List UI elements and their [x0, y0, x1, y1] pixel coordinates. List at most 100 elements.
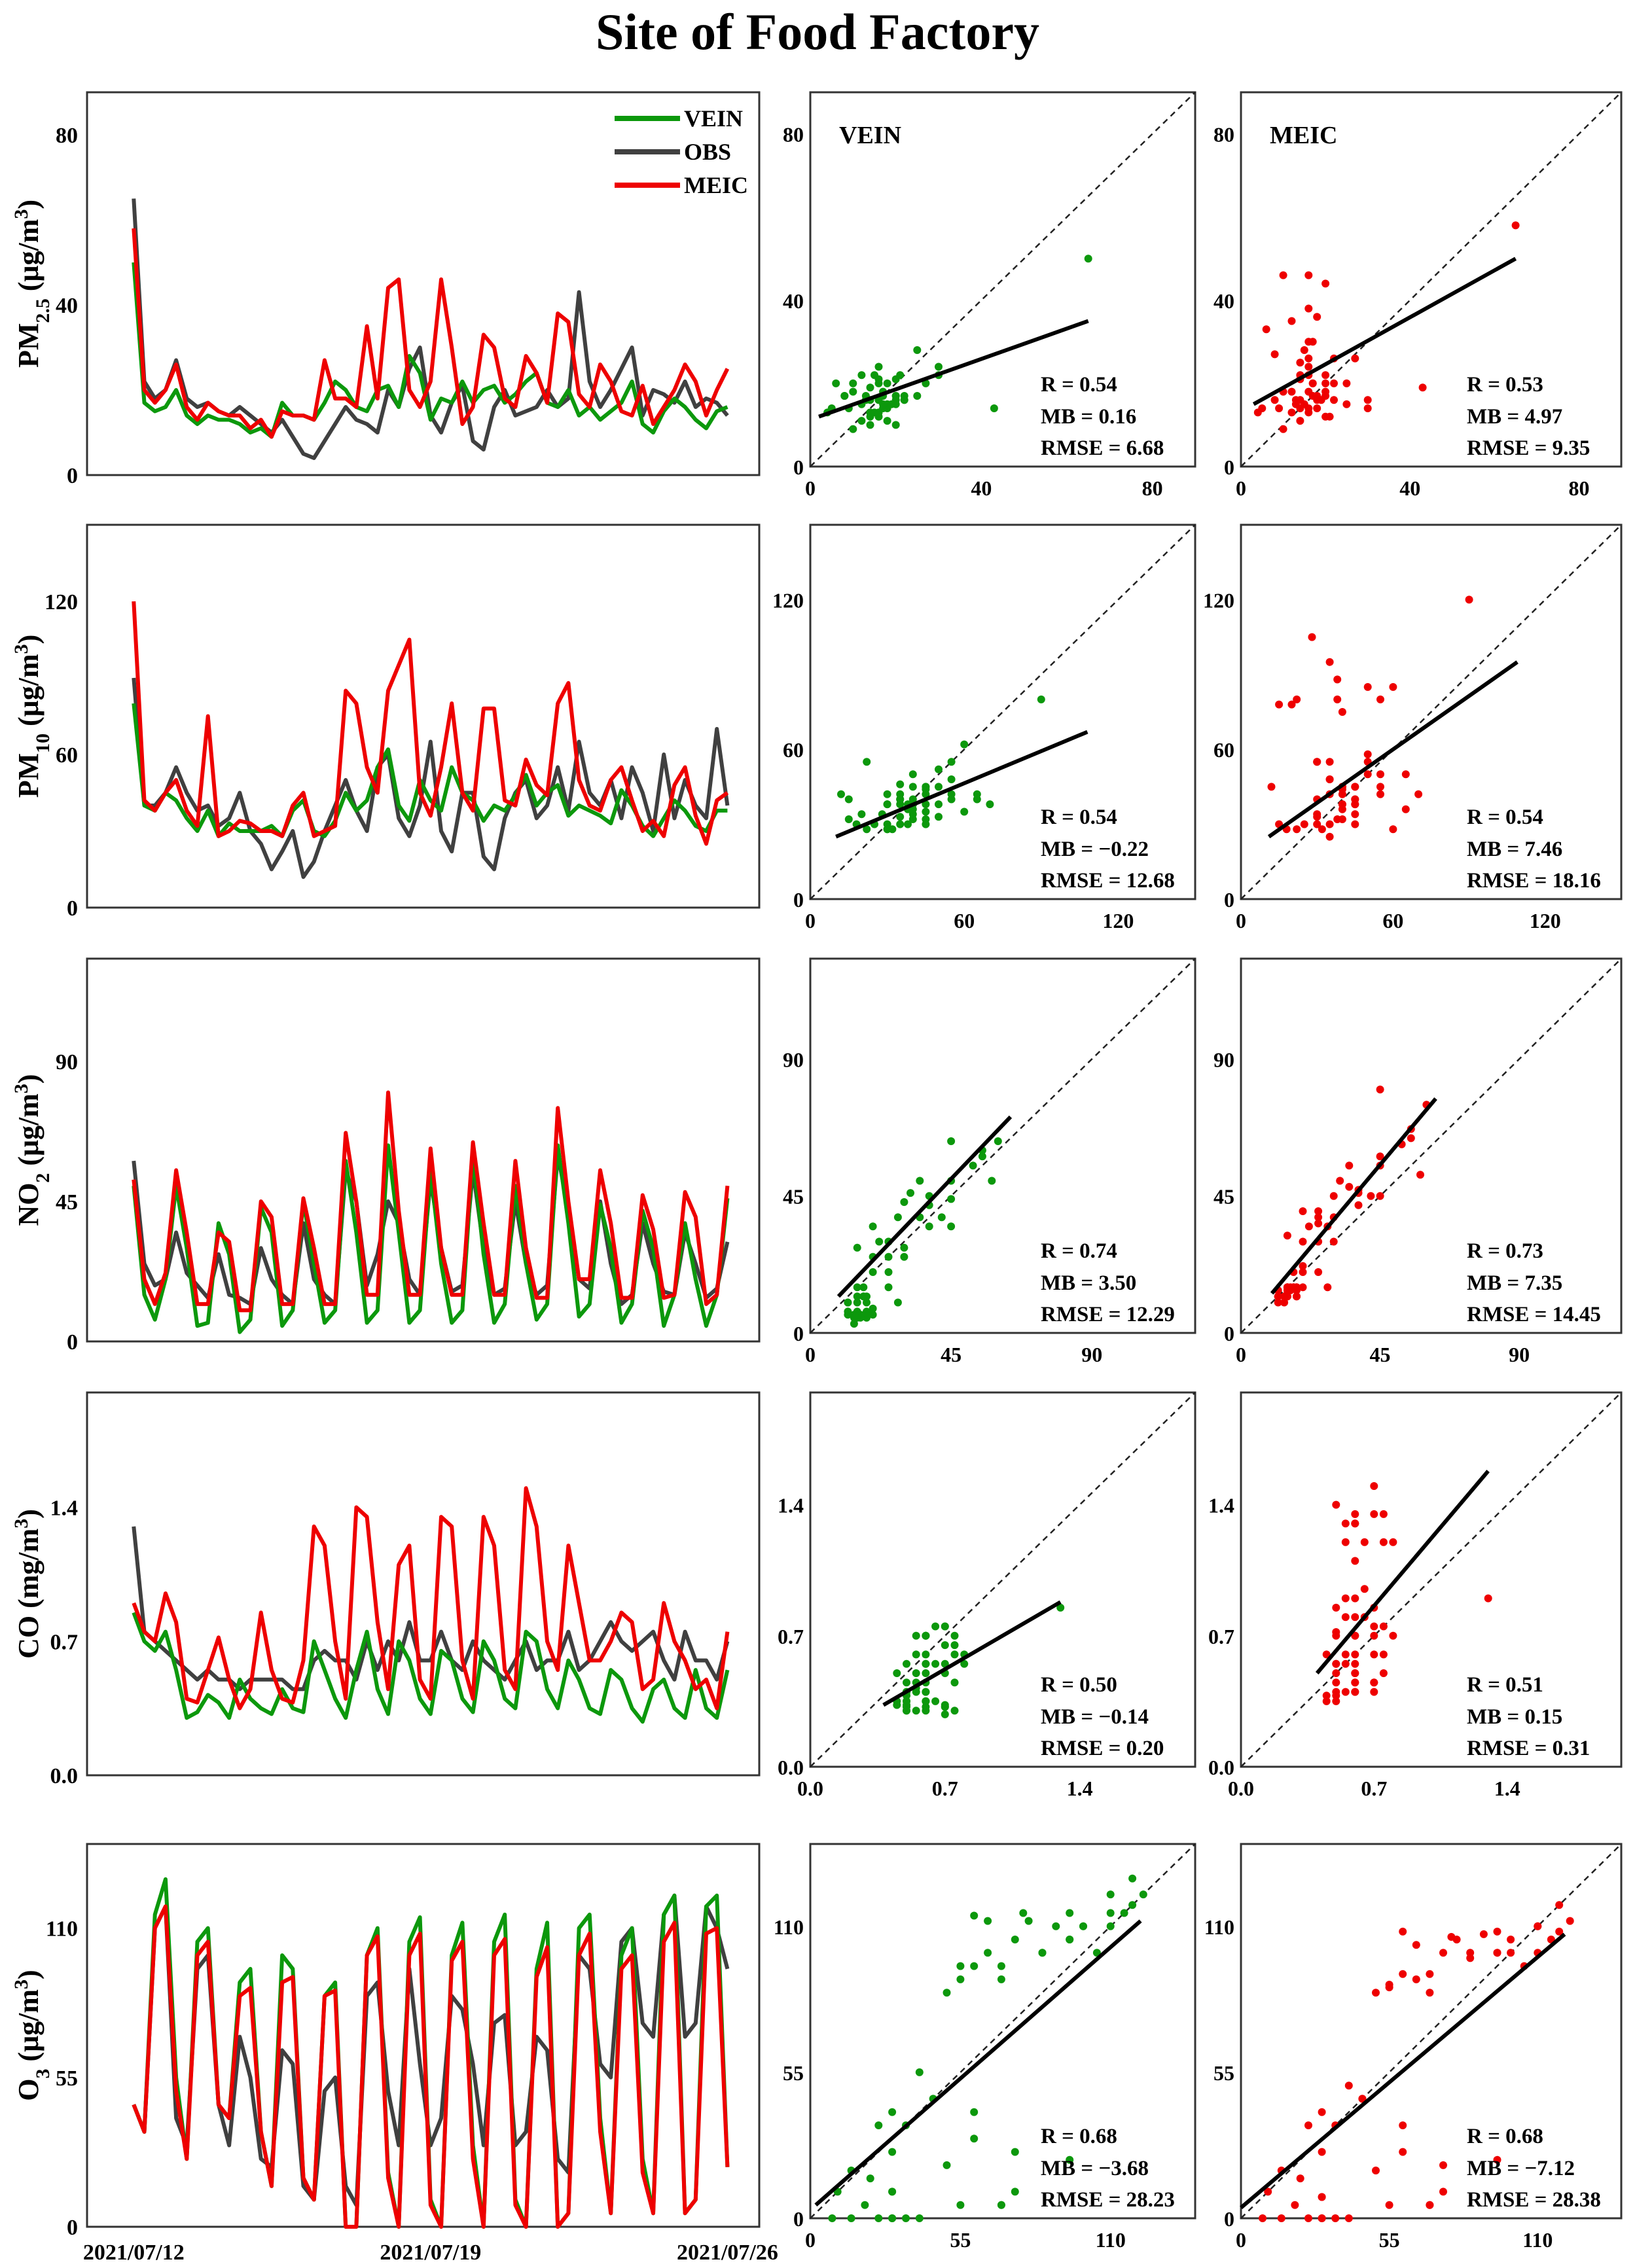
scatter-point: [1341, 1650, 1350, 1659]
x-tick-label: 45: [1370, 1343, 1391, 1366]
scatter-point: [1322, 1692, 1331, 1700]
scatter-point: [903, 1678, 910, 1687]
scatter-point: [1321, 379, 1330, 387]
scatter-point: [1379, 1650, 1388, 1659]
scatter-panel-meic: MEIC R = 0.53 MB = 4.97 RMSE = 9.35 00 40 40 80…: [1213, 91, 1623, 500]
scatter-point: [941, 1622, 949, 1631]
stat-text: RMSE = 0.20: [1041, 1737, 1164, 1760]
scatter-point: [869, 1311, 877, 1319]
y-tick-label: 0: [67, 1330, 78, 1355]
scatter-frame: [1240, 523, 1623, 900]
scatter-point: [997, 1975, 1005, 1983]
scatter-point: [1275, 700, 1284, 709]
y-label-superscript: 3: [10, 1519, 32, 1529]
scatter-point: [883, 800, 891, 809]
scatter-point: [1280, 1298, 1289, 1307]
scatter-point: [1401, 770, 1410, 779]
scatter-point: [1426, 1970, 1434, 1978]
scatter-point: [943, 1989, 951, 1997]
scatter-point: [1325, 775, 1334, 783]
scatter-point: [879, 400, 888, 408]
scatter-point: [1011, 2188, 1019, 2196]
y-tick-label: 80: [783, 123, 804, 147]
scatter-point: [1128, 1901, 1137, 1909]
scatter-point: [997, 1962, 1005, 1970]
y-label-unit: (mg/m: [12, 1529, 45, 1616]
scatter-point: [866, 412, 874, 421]
scatter-point: [922, 1688, 930, 1696]
scatter-point: [1296, 417, 1304, 425]
series-line-meic: [132, 1090, 730, 1313]
scatter-point: [883, 417, 891, 425]
scatter-point: [1385, 1983, 1393, 1992]
scatter-point: [1372, 1989, 1380, 1997]
scatter-panel-meic: R = 0.51 MB = 0.15 RMSE = 0.31 0.00.0 0.7 0.7…: [1208, 1391, 1623, 1800]
y-axis-label: NO2 (μg/m3): [10, 1074, 54, 1226]
y-label-unit: (μg/m: [12, 1093, 45, 1173]
y-tick-label: 80: [56, 124, 78, 148]
scatter-point: [925, 1222, 933, 1231]
one-to-one-dashed-line: [810, 524, 1196, 900]
scatter-point: [1379, 1622, 1388, 1631]
scatter-point: [856, 1313, 865, 1322]
y-tick-label: 40: [1213, 289, 1234, 313]
scatter-point: [850, 1320, 858, 1328]
scatter-point: [935, 813, 943, 821]
scatter-point: [896, 780, 905, 788]
scatter-frame: [1240, 957, 1623, 1334]
scatter-point: [1325, 832, 1334, 841]
scatter-point: [1351, 783, 1359, 791]
y-label-unit: (μg/m: [12, 1989, 45, 2068]
scatter-point: [1351, 795, 1359, 804]
scatter-point: [866, 421, 874, 429]
regression-line: [818, 319, 1089, 419]
scatter-point: [1341, 1594, 1350, 1603]
timeseries-frame: [86, 523, 761, 909]
scatter-panel-meic: R = 0.54 MB = 7.46 RMSE = 18.16 00 60 60 120 12…: [1203, 523, 1623, 932]
scatter-point: [1493, 2155, 1501, 2164]
scatter-point: [1314, 1213, 1323, 1222]
scatter-point: [1341, 1613, 1350, 1621]
scatter-point: [1363, 682, 1372, 691]
y-tick-label: 55: [56, 2066, 78, 2091]
scatter-point: [840, 392, 849, 400]
scatter-panel-vein: R = 0.50 MB = −0.14 RMSE = 0.20 0.00.0 0.7 0.…: [778, 1391, 1196, 1800]
scatter-point: [863, 758, 871, 766]
scatter-point: [874, 363, 883, 371]
scatter-point: [1296, 396, 1304, 404]
scatter-point: [931, 1697, 940, 1705]
scatter-point: [950, 1641, 959, 1650]
scatter-point: [931, 1659, 940, 1668]
scatter-point: [1351, 1594, 1359, 1603]
y-tick-label: 120: [1203, 588, 1234, 612]
scatter-point: [935, 765, 943, 773]
scatter-point: [869, 1304, 877, 1313]
scatter-point: [922, 1631, 930, 1640]
x-tick-label: 90: [1509, 1343, 1530, 1366]
scatter-point: [1332, 1697, 1340, 1705]
y-tick-label: 0: [793, 455, 804, 479]
scatter-point: [947, 795, 956, 804]
scatter-point: [874, 408, 883, 417]
x-tick-label-date: 2021/07/26: [677, 2241, 778, 2265]
scatter-point: [1038, 1949, 1047, 1957]
scatter-point: [970, 1911, 979, 1920]
scatter-point: [1313, 758, 1321, 766]
y-tick-label: 40: [56, 294, 78, 318]
scatter-point: [1342, 400, 1351, 408]
scatter-point: [853, 1283, 861, 1292]
scatter-point: [1299, 1283, 1307, 1292]
scatter-point: [896, 790, 905, 798]
scatter-point: [1511, 221, 1520, 230]
scatter-point: [893, 1298, 902, 1307]
scatter-point: [871, 371, 878, 380]
scatter-frame: [809, 91, 1196, 468]
scatter-point: [947, 1195, 956, 1203]
y-tick-label: 0: [67, 464, 78, 488]
scatter-point: [1313, 404, 1321, 412]
scatter-point: [960, 1659, 969, 1668]
scatter-point: [853, 1292, 861, 1301]
series-line-obs: [132, 1526, 730, 1692]
scatter-frame: [1240, 1843, 1623, 2220]
